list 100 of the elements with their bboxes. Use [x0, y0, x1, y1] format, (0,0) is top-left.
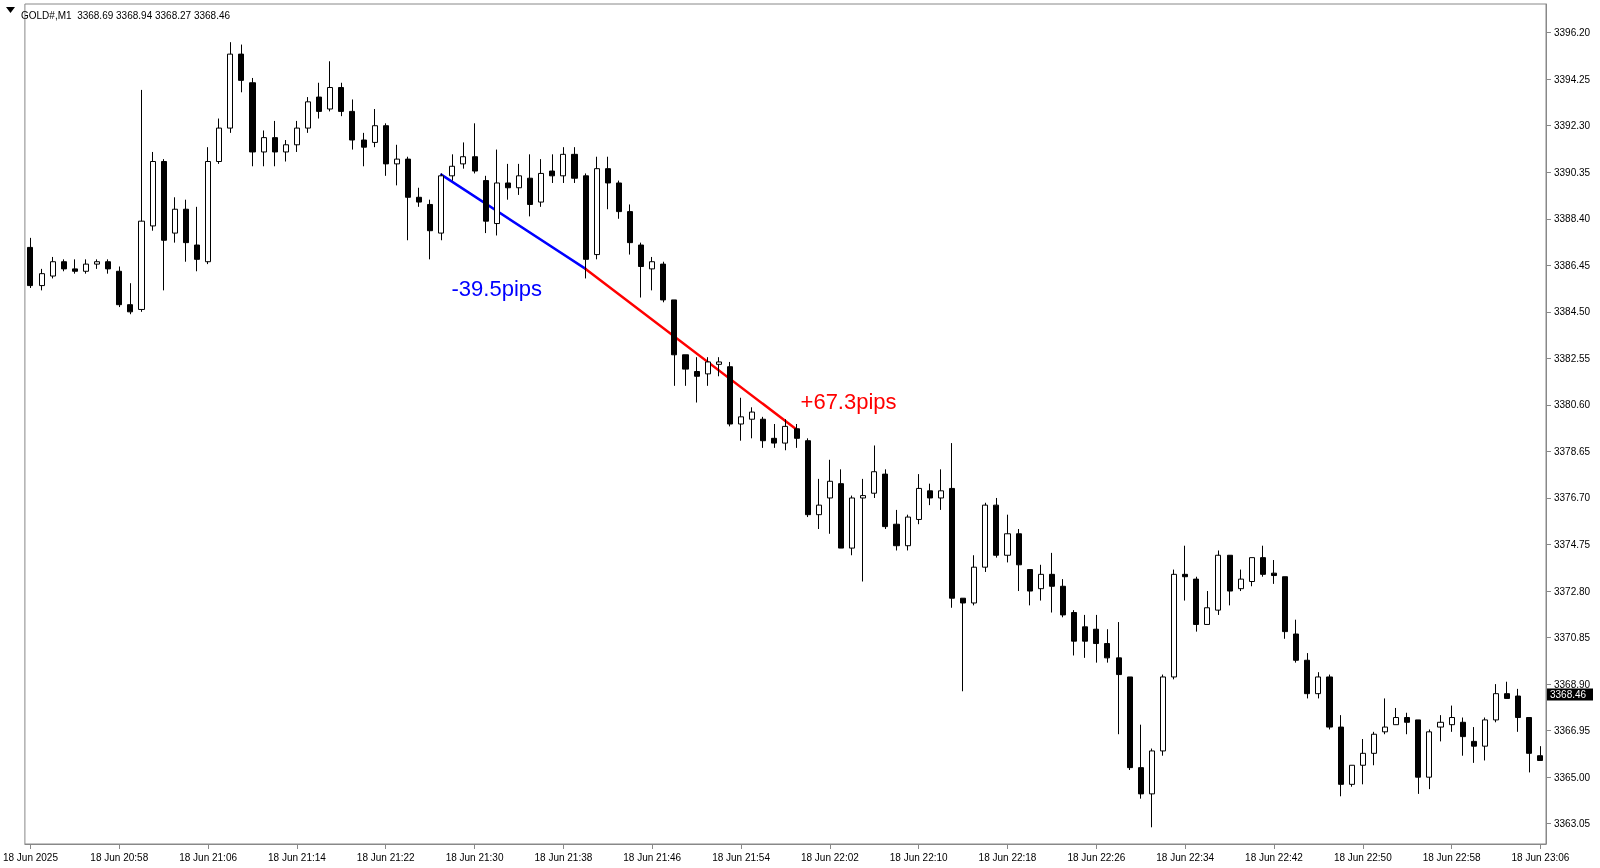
candlestick	[261, 129, 267, 167]
candlestick	[993, 497, 999, 559]
candlestick	[1304, 652, 1310, 699]
x-tick-label: 18 Jun 22:58	[1422, 851, 1481, 863]
candlestick	[1182, 545, 1188, 602]
y-tick-label: 3372.80	[1554, 585, 1591, 597]
x-tick-label: 18 Jun 20:58	[90, 851, 149, 863]
text: 3368.46	[1550, 689, 1587, 701]
candlestick	[594, 156, 600, 260]
candlestick	[716, 356, 722, 377]
candlestick	[283, 139, 289, 162]
y-tick-label: 3390.35	[1554, 166, 1591, 178]
candlestick	[1082, 614, 1088, 659]
candlestick	[1138, 724, 1144, 800]
candlestick	[150, 151, 156, 232]
candlestick	[1415, 719, 1421, 795]
candlestick	[938, 468, 944, 511]
candlestick	[1149, 748, 1155, 828]
candlestick	[794, 423, 800, 449]
candlestick	[538, 158, 544, 208]
candlestick	[960, 597, 966, 692]
candlestick	[916, 473, 922, 525]
x-tick-label: 18 Jun 22:42	[1245, 851, 1304, 863]
x-tick-label: 18 Jun 21:22	[356, 851, 416, 863]
candlestick	[1204, 590, 1210, 625]
x-tick-label: 18 Jun 22:02	[800, 851, 860, 863]
y-tick-label: 3363.05	[1554, 818, 1591, 830]
candlestick	[1437, 714, 1444, 742]
candlestick	[1116, 621, 1122, 735]
candlestick	[272, 120, 278, 167]
candlestick	[1171, 569, 1177, 680]
candlestick	[1238, 569, 1244, 592]
candlestick	[805, 437, 811, 518]
candlestick	[616, 180, 622, 220]
candlestick	[1393, 707, 1399, 726]
candlestick	[216, 118, 222, 165]
candlestick	[1426, 728, 1432, 790]
y-tick-label: 3392.30	[1554, 120, 1591, 132]
candlestick	[327, 60, 333, 112]
candlestick	[1027, 569, 1033, 606]
candlestick	[205, 146, 211, 265]
candlestick	[682, 354, 689, 387]
candlestick	[1215, 549, 1221, 616]
candlestick	[39, 268, 45, 291]
y-tick-label: 3378.65	[1554, 445, 1591, 457]
candlestick	[1271, 559, 1277, 585]
candlestick	[1193, 576, 1199, 633]
candlestick	[1382, 697, 1388, 735]
candlestick	[871, 444, 877, 499]
candlestick	[705, 356, 711, 387]
candlestick	[660, 261, 666, 303]
candlestick	[383, 122, 389, 177]
y-tick-label: 3382.55	[1554, 352, 1591, 364]
candlestick	[105, 258, 111, 275]
candlestick	[516, 163, 522, 196]
candlestick	[416, 187, 422, 208]
candlestick	[1482, 717, 1488, 761]
y-tick-label: 3384.50	[1554, 306, 1591, 318]
y-tick-label: 3394.25	[1554, 73, 1591, 85]
x-tick-label: 18 Jun 21:46	[623, 851, 682, 863]
candlestick	[249, 77, 256, 167]
candlestick	[1282, 576, 1288, 640]
x-tick-label: 18 Jun 22:10	[889, 851, 949, 863]
candlestick	[138, 89, 145, 313]
candlestick	[494, 149, 500, 236]
candlestick	[1471, 726, 1477, 764]
candlestick	[905, 514, 911, 551]
y-tick-label: 3396.20	[1554, 27, 1591, 39]
candlestick	[505, 163, 511, 201]
candlestick	[527, 153, 533, 217]
candlestick	[1160, 674, 1166, 757]
candlestick	[727, 361, 733, 427]
candlestick	[782, 418, 788, 451]
candlestick	[1404, 712, 1410, 735]
y-tick-label: 3388.40	[1554, 213, 1591, 225]
candlestick	[560, 146, 566, 184]
y-tick-label: 3380.60	[1554, 399, 1591, 411]
candlestick	[305, 96, 311, 134]
candlestick	[1249, 557, 1255, 587]
candlestick	[61, 258, 67, 272]
candlestick	[760, 416, 766, 449]
candlestick	[816, 478, 822, 530]
candlestick	[472, 122, 478, 174]
candlestick	[1493, 683, 1499, 723]
y-tick-label: 3376.70	[1554, 492, 1591, 504]
candlestick	[1227, 554, 1233, 606]
y-tick-label: 3386.45	[1554, 259, 1591, 271]
candlestick	[483, 175, 489, 234]
candlestick	[27, 237, 33, 289]
candlestick	[1349, 764, 1355, 788]
candlestick	[860, 478, 866, 582]
candlestick	[1315, 671, 1321, 699]
candlestick	[1460, 717, 1466, 757]
candlestick	[649, 256, 655, 291]
candlestick	[1093, 614, 1099, 664]
candlestick	[1260, 545, 1266, 578]
x-tick-label: 18 Jun 21:54	[712, 851, 771, 863]
candlestick	[893, 509, 900, 551]
candlestick	[627, 203, 633, 256]
candlestick	[771, 423, 777, 449]
